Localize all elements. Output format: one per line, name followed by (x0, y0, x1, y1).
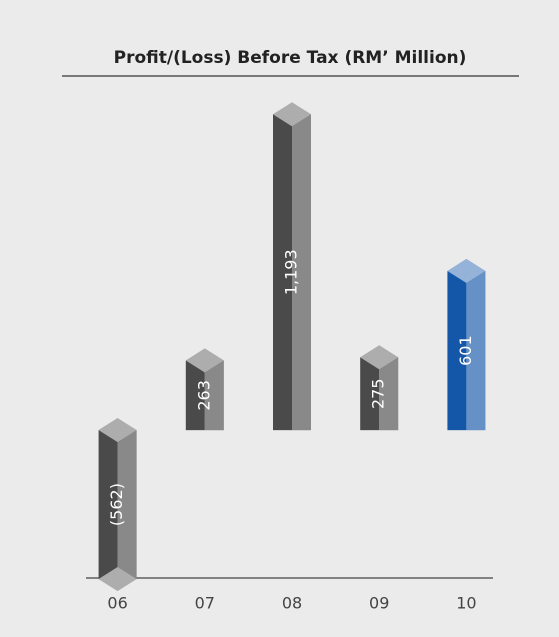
bar-right-face (379, 357, 399, 431)
bar-right-shade (117, 430, 137, 579)
value-label: (562) (107, 483, 126, 526)
bar-group: 275 (360, 345, 399, 431)
bar-right-shade (379, 357, 399, 431)
bar-right-face (117, 430, 137, 579)
chart-title: Profit/(Loss) Before Tax (RM’ Million) (114, 48, 467, 68)
bar (185, 360, 205, 431)
value-label: 263 (194, 380, 213, 411)
bar-group: 601 (447, 259, 486, 431)
x-tick-label: 10 (456, 594, 476, 613)
bar-right-face (204, 360, 224, 431)
bar-cap-shade (185, 348, 224, 373)
bar-right-shade (466, 271, 486, 431)
bar-right-shade (204, 360, 224, 431)
bar-cap-shade (98, 418, 137, 443)
bar-right-face (292, 114, 311, 431)
bar-cap-shade (273, 102, 311, 127)
x-tick-label: 08 (282, 594, 302, 613)
bar (98, 430, 118, 579)
x-tick-label: 06 (107, 594, 127, 613)
x-tick-label: 09 (369, 594, 389, 613)
bar-cap-shade (447, 259, 486, 284)
bar-right-shade (292, 114, 311, 431)
bar-group: 1,193 (273, 102, 311, 431)
value-label: 275 (369, 378, 388, 409)
bar (360, 357, 380, 431)
x-tick-label: 07 (195, 594, 215, 613)
bar (447, 271, 467, 431)
value-label: 601 (456, 335, 475, 366)
bar-cap-shade (98, 566, 137, 591)
value-label: 1,193 (282, 249, 301, 295)
bar-cap-shade (360, 345, 399, 370)
bar (273, 114, 292, 431)
bar-group: 263 (185, 348, 224, 431)
bar-right-face (466, 271, 486, 431)
bar-group: (562) (98, 418, 137, 591)
